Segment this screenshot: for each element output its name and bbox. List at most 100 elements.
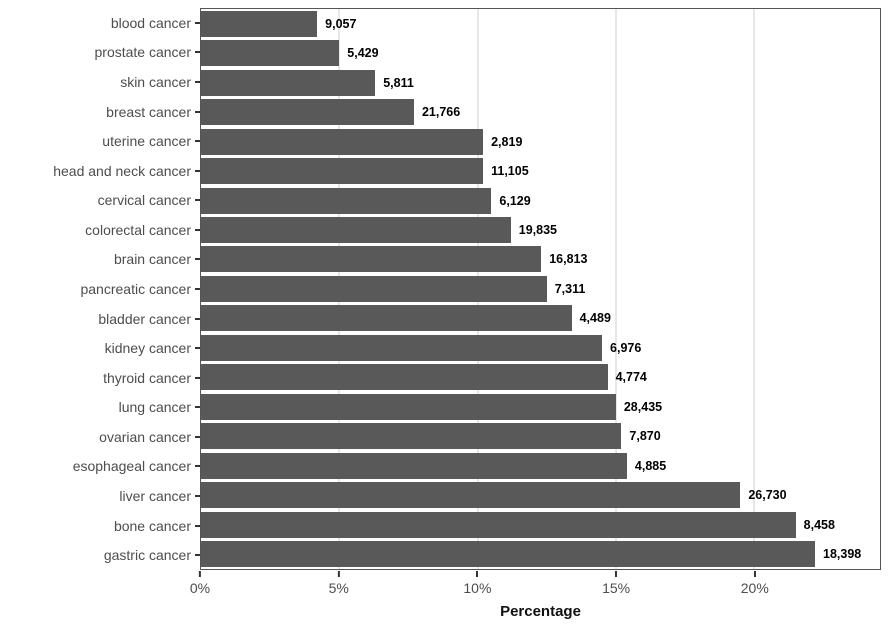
y-axis-row: colorectal cancer: [0, 215, 200, 245]
bars-container: 9,057 5,429 5,811 21,766 2,819 11,105 6,129 19,…: [201, 9, 880, 569]
y-axis-label: blood cancer: [110, 14, 191, 31]
value-label: 26,730: [748, 488, 787, 503]
bar: [201, 128, 484, 155]
y-axis-row: thyroid cancer: [0, 363, 200, 393]
y-axis-label: bone cancer: [113, 517, 191, 534]
y-tick-mark: [195, 51, 200, 54]
y-tick-mark: [195, 495, 200, 498]
y-axis-row: bladder cancer: [0, 304, 200, 334]
y-tick-mark: [195, 228, 200, 231]
bar-row: 21,766: [201, 97, 880, 126]
y-axis-row: skin cancer: [0, 67, 200, 97]
y-axis-label: cervical cancer: [97, 192, 191, 209]
y-axis-label: brain cancer: [113, 251, 191, 268]
y-tick-mark: [195, 287, 200, 290]
y-axis-row: lung cancer: [0, 393, 200, 423]
y-axis-label: esophageal cancer: [72, 458, 191, 475]
plot-panel: 9,057 5,429 5,811 21,766 2,819 11,105 6,129 19,…: [200, 8, 881, 570]
value-label: 8,458: [803, 517, 835, 532]
bar-row: 2,819: [201, 127, 880, 156]
bar-row: 4,489: [201, 304, 880, 333]
x-tick-label: 20%: [740, 580, 769, 596]
bar-row: 6,976: [201, 333, 880, 362]
bar: [201, 393, 616, 420]
bar: [201, 158, 484, 185]
y-axis-label: thyroid cancer: [103, 369, 191, 386]
bar-row: 18,398: [201, 539, 880, 568]
x-tick: 20%: [741, 571, 769, 596]
value-label: 18,398: [823, 547, 862, 562]
y-axis-label: liver cancer: [119, 488, 191, 505]
bar-row: 5,429: [201, 38, 880, 67]
y-axis-row: liver cancer: [0, 481, 200, 511]
y-axis-row: gastric cancer: [0, 540, 200, 570]
y-tick-mark: [195, 435, 200, 438]
y-tick-mark: [195, 199, 200, 202]
y-tick-mark: [195, 169, 200, 172]
value-label: 2,819: [491, 134, 523, 149]
x-tick-label: 15%: [602, 580, 631, 596]
bar: [201, 69, 376, 96]
bar: [201, 364, 608, 391]
value-label: 5,811: [383, 75, 414, 90]
y-axis-label: colorectal cancer: [85, 221, 191, 238]
value-label: 7,870: [629, 429, 661, 444]
y-tick-mark: [195, 347, 200, 350]
y-tick-mark: [195, 406, 200, 409]
bar-row: 9,057: [201, 9, 880, 38]
x-axis: 0% 5% 10% 15% 20%: [190, 571, 881, 601]
bar-row: 5,811: [201, 68, 880, 97]
y-axis-row: ovarian cancer: [0, 422, 200, 452]
bar-row: 16,813: [201, 245, 880, 274]
value-label: 6,976: [610, 340, 642, 355]
y-axis-label: prostate cancer: [94, 44, 192, 61]
y-axis-label: ovarian cancer: [99, 428, 191, 445]
x-tick-mark: [476, 571, 479, 577]
bar: [201, 482, 741, 509]
y-axis-label: gastric cancer: [103, 547, 191, 564]
bar-row: 26,730: [201, 481, 880, 510]
value-label: 5,429: [347, 46, 379, 61]
y-axis-label: kidney cancer: [104, 340, 191, 357]
value-label: 21,766: [421, 105, 461, 120]
y-axis-label: skin cancer: [120, 73, 191, 90]
y-axis-row: cervical cancer: [0, 185, 200, 215]
bar: [201, 40, 340, 67]
bar-row: 8,458: [201, 510, 880, 539]
value-label: 11,105: [491, 164, 529, 179]
x-tick-mark: [337, 571, 340, 577]
bar-row: 11,105: [201, 156, 880, 185]
value-label: 7,311: [554, 281, 586, 296]
bar-row: 6,129: [201, 186, 880, 215]
y-axis-label: head and neck cancer: [53, 162, 191, 179]
value-label: 9,057: [325, 16, 357, 31]
y-axis-row: kidney cancer: [0, 333, 200, 363]
bar-row: 19,835: [201, 215, 880, 244]
value-label: 19,835: [518, 223, 557, 238]
bar: [201, 334, 603, 361]
bar: [201, 275, 547, 302]
y-tick-mark: [195, 554, 200, 557]
x-tick-label: 0%: [189, 580, 211, 596]
y-axis-row: bone cancer: [0, 511, 200, 541]
x-axis-title: Percentage: [500, 603, 581, 620]
y-axis-row: prostate cancer: [0, 38, 200, 68]
x-tick: 15%: [602, 571, 630, 596]
y-axis-row: uterine cancer: [0, 126, 200, 156]
value-label: 16,813: [549, 252, 588, 267]
value-label: 4,885: [634, 458, 667, 473]
value-label: 6,129: [499, 193, 531, 208]
gridline: [614, 9, 617, 569]
y-axis-label: lung cancer: [118, 399, 191, 416]
y-tick-mark: [195, 21, 200, 24]
bar-row: 4,885: [201, 451, 880, 480]
bar: [201, 10, 318, 37]
bar: [201, 246, 542, 273]
bar-row: 4,774: [201, 363, 880, 392]
y-tick-mark: [195, 80, 200, 83]
y-axis-row: breast cancer: [0, 97, 200, 127]
y-axis-label: breast cancer: [106, 103, 191, 120]
bar: [201, 217, 511, 244]
x-tick-mark: [753, 571, 756, 577]
